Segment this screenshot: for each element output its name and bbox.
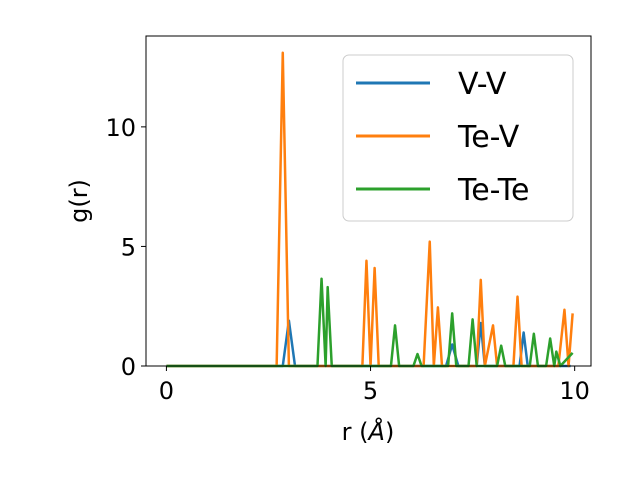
axis-layer: 0 5 10 0 5 10 bbox=[105, 114, 589, 405]
y-tick-label: 0 bbox=[121, 353, 136, 381]
series-line-te-v bbox=[166, 51, 574, 368]
legend-label-te-te: Te-Te bbox=[457, 173, 529, 208]
x-axis-label-prefix: r ( bbox=[342, 418, 369, 446]
legend-label-v-v: V-V bbox=[458, 67, 507, 102]
legend-label-te-v: Te-V bbox=[457, 120, 520, 155]
plot-frame bbox=[145, 35, 592, 367]
x-axis-label: r (Å) bbox=[342, 417, 395, 446]
x-tick-label: 5 bbox=[363, 377, 378, 405]
x-axis-label-suffix: ) bbox=[385, 418, 394, 446]
y-axis-label: g(r) bbox=[65, 179, 93, 223]
x-tick-label: 10 bbox=[559, 377, 590, 405]
x-axis-label-unit: Å bbox=[367, 417, 385, 446]
y-tick-label: 10 bbox=[105, 114, 136, 142]
x-tick-label: 0 bbox=[159, 377, 174, 405]
legend: V-V Te-V Te-Te bbox=[342, 54, 574, 222]
y-tick-label: 5 bbox=[121, 233, 136, 261]
legend-box bbox=[342, 54, 574, 222]
